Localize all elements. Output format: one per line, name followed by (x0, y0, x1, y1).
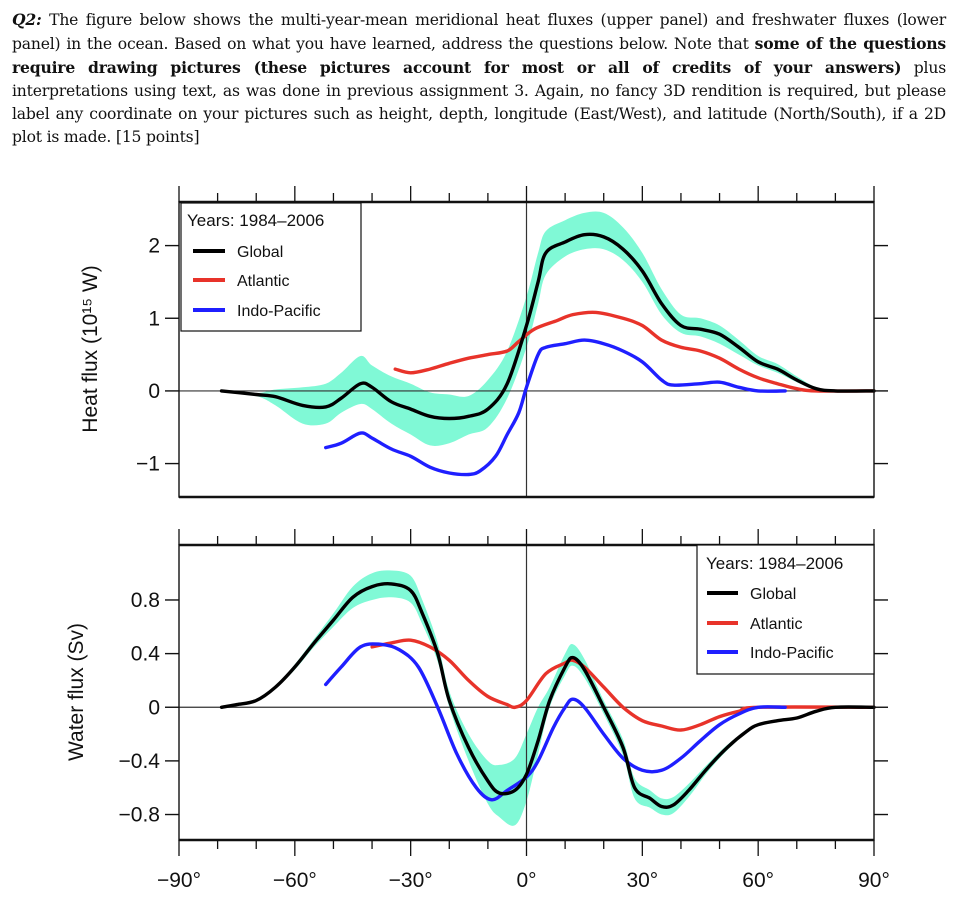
water-flux-legend: Years: 1984–2006 Global Atlantic Indo-Pa… (696, 544, 875, 675)
series-line-indo-pacific (324, 338, 787, 477)
water-flux-panel: 0.8 0.4 0 −0.4 −0.8 −90° −60° −30° 0° 30° 60° 90° (119, 529, 890, 892)
question-text: Q2: The figure below shows the multi-yea… (12, 8, 946, 149)
x-tick-label: −60° (273, 869, 317, 892)
question-text-part-1: The figure below shows the multi-year-me… (12, 11, 946, 53)
heat-flux-legend: Years: 1984–2006 Global Atlantic Indo-Pa… (180, 202, 362, 332)
y-tick-label: 0 (148, 380, 160, 403)
series-line-indo-pacific (324, 642, 787, 802)
x-tick-label: 30° (626, 869, 658, 892)
x-tick-label: 0° (516, 869, 536, 892)
series-line-global (219, 582, 876, 809)
x-tick-label: 60° (742, 869, 774, 892)
legend-label-global: Global (750, 586, 796, 603)
y-tick-label: 0 (148, 696, 160, 719)
y-tick-label: 1 (148, 307, 160, 330)
y-tick-label: 2 (148, 235, 160, 258)
series-line-atlantic (393, 310, 876, 393)
legend-label-atlantic: Atlantic (750, 616, 802, 633)
question-bold-note: some of the questions require drawing pi… (12, 34, 946, 77)
legend-label-atlantic: Atlantic (237, 273, 289, 290)
y-tick-label: −0.8 (119, 804, 160, 827)
heat-flux-panel: 2 1 0 −1 (136, 186, 888, 499)
y-tick-label: −1 (136, 453, 160, 476)
legend-label-global: Global (237, 244, 283, 261)
y-tick-label: 0.8 (131, 589, 160, 612)
water-flux-axis-label: Water flux (Sv) (65, 623, 88, 761)
legend-title: Years: 1984–2006 (706, 554, 843, 573)
global-uncertainty-band (221, 211, 874, 446)
x-tick-label: −90° (157, 869, 201, 892)
y-tick-label: −0.4 (119, 750, 161, 773)
legend-label-indo-pacific: Indo-Pacific (237, 303, 321, 320)
legend-label-indo-pacific: Indo-Pacific (750, 645, 834, 662)
series-line-global (219, 232, 876, 421)
x-tick-label: −30° (389, 869, 433, 892)
y-tick-label: 0.4 (131, 643, 161, 666)
x-tick-label: 90° (858, 869, 890, 892)
question-text-part-2: plus interpretations using text, as was … (12, 59, 946, 146)
legend-title: Years: 1984–2006 (187, 211, 324, 230)
question-label: Q2: (12, 10, 42, 29)
heat-flux-axis-label: Heat flux (10¹⁵ W) (79, 265, 102, 432)
